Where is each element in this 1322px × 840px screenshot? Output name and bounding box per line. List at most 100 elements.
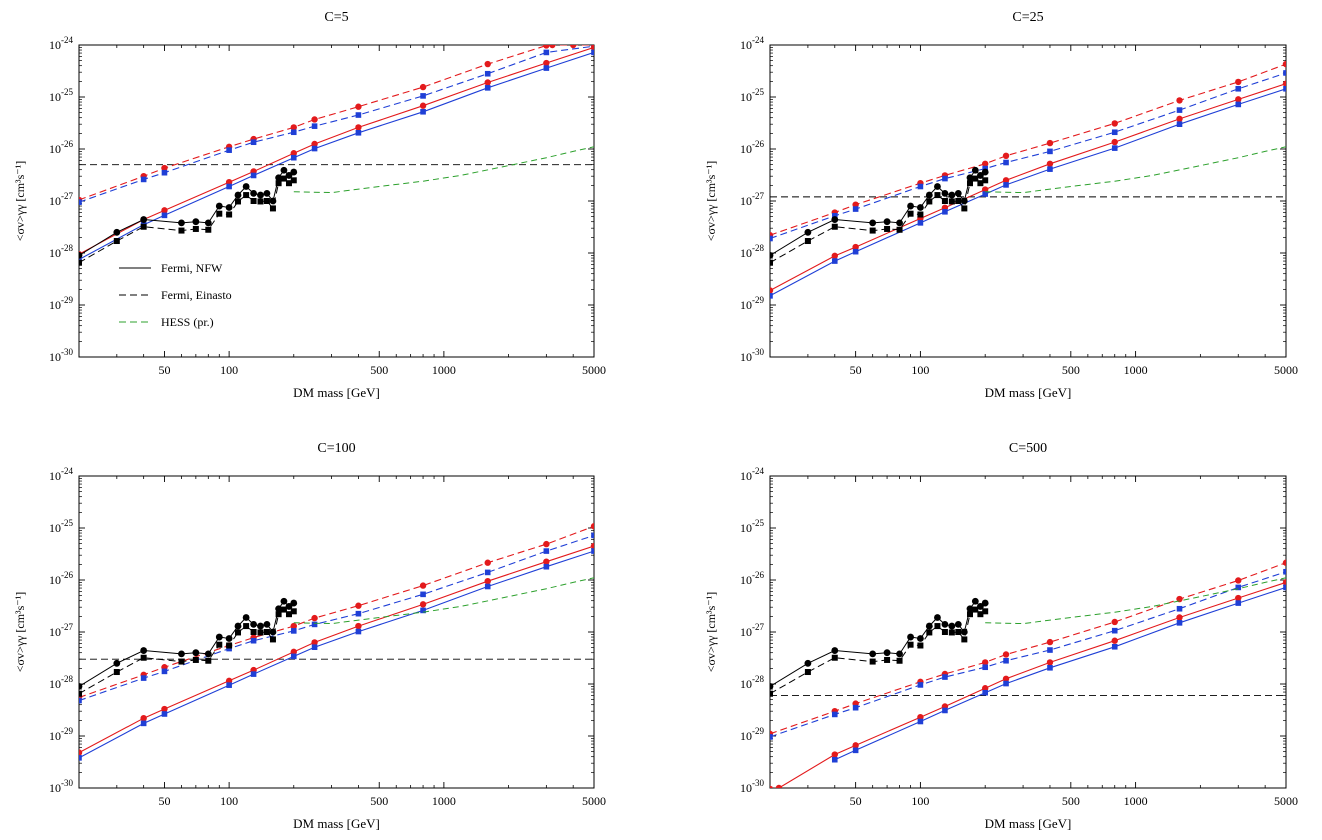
y-tick-label: 10-29: [49, 295, 73, 312]
data-point: [355, 602, 362, 609]
data-point: [192, 218, 200, 226]
data-point: [884, 225, 891, 232]
data-point: [831, 223, 838, 230]
data-point: [770, 259, 773, 266]
data-point: [269, 636, 276, 643]
y-tick-label: 10-28: [49, 243, 73, 260]
data-point: [770, 785, 774, 788]
data-point: [543, 563, 550, 570]
data-point: [79, 682, 83, 690]
data-point: [966, 605, 974, 613]
data-point: [280, 597, 288, 605]
data-point: [917, 211, 924, 218]
plot-area: [79, 523, 594, 761]
data-point: [831, 216, 839, 223]
data-point: [1282, 559, 1286, 566]
data-point: [1235, 101, 1242, 108]
data-point: [355, 129, 362, 136]
data-point: [591, 548, 594, 554]
data-point: [1176, 595, 1183, 603]
y-tick-label: 10-29: [740, 295, 764, 312]
data-point: [311, 639, 318, 646]
x-tick-label: 500: [1062, 794, 1080, 808]
data-point: [79, 199, 82, 205]
data-point: [275, 174, 283, 182]
series-line-blue-dashed: [79, 45, 594, 203]
x-tick-label: 500: [370, 794, 388, 808]
data-point: [982, 608, 989, 615]
data-point: [79, 256, 82, 263]
data-point: [1176, 121, 1183, 127]
data-point: [852, 747, 859, 754]
data-point: [852, 206, 859, 212]
data-point: [235, 198, 242, 205]
data-point: [1002, 651, 1010, 658]
x-tick-label: 1000: [1124, 794, 1148, 808]
data-point: [569, 45, 577, 49]
data-point: [285, 180, 292, 187]
data-point: [543, 45, 550, 49]
data-point: [804, 228, 812, 236]
data-point: [955, 629, 962, 635]
data-point: [1002, 152, 1010, 159]
panel-title: C=500: [1009, 441, 1047, 456]
data-point: [419, 102, 427, 109]
data-point: [917, 183, 924, 190]
data-point: [79, 251, 83, 259]
legend-label: Fermi, NFW: [161, 261, 223, 275]
series-line-blue-solid: [770, 88, 1286, 297]
data-point: [285, 603, 293, 610]
data-point: [1003, 159, 1009, 166]
data-point: [1235, 96, 1242, 103]
data-point: [917, 718, 924, 725]
data-point: [161, 212, 168, 219]
data-point: [79, 749, 83, 756]
data-point: [1235, 600, 1242, 606]
data-point: [831, 252, 838, 260]
data-point: [355, 103, 362, 110]
data-point: [140, 675, 147, 681]
data-point: [804, 238, 811, 245]
data-point: [280, 175, 287, 182]
data-point: [216, 641, 223, 648]
data-point: [942, 175, 948, 182]
data-point: [852, 243, 859, 251]
data-point: [971, 597, 979, 605]
data-point: [1047, 148, 1053, 155]
series-line-red-solid: [770, 83, 1286, 291]
data-point: [113, 659, 121, 667]
x-tick-label: 50: [158, 794, 170, 808]
data-point: [1002, 177, 1010, 184]
y-tick-label: 10-25: [740, 518, 764, 535]
data-point: [290, 648, 297, 656]
data-point: [1046, 638, 1054, 646]
x-tick-label: 5000: [582, 363, 606, 377]
legend-label: Fermi, Einasto: [161, 288, 232, 302]
data-point: [250, 637, 257, 644]
data-point: [1111, 138, 1118, 146]
data-point: [981, 599, 989, 607]
data-point: [79, 690, 82, 697]
x-tick-label: 50: [158, 363, 170, 377]
data-point: [311, 614, 318, 622]
series-line-hess: [985, 577, 1286, 625]
data-point: [543, 540, 550, 548]
data-point: [770, 734, 773, 740]
y-tick-label: 10-30: [740, 347, 764, 364]
data-point: [243, 623, 250, 630]
data-point: [192, 225, 199, 232]
data-point: [917, 635, 924, 642]
y-tick-label: 10-25: [740, 87, 764, 104]
data-point: [484, 559, 491, 566]
data-point: [263, 629, 270, 635]
data-point: [226, 682, 232, 688]
data-point: [966, 174, 974, 182]
data-point: [948, 629, 955, 636]
data-point: [140, 714, 147, 722]
y-tick-label: 10-30: [49, 347, 73, 364]
data-point: [1283, 70, 1286, 76]
data-point: [917, 642, 924, 649]
data-point: [192, 649, 200, 657]
data-point: [982, 191, 988, 197]
data-point: [934, 192, 941, 199]
